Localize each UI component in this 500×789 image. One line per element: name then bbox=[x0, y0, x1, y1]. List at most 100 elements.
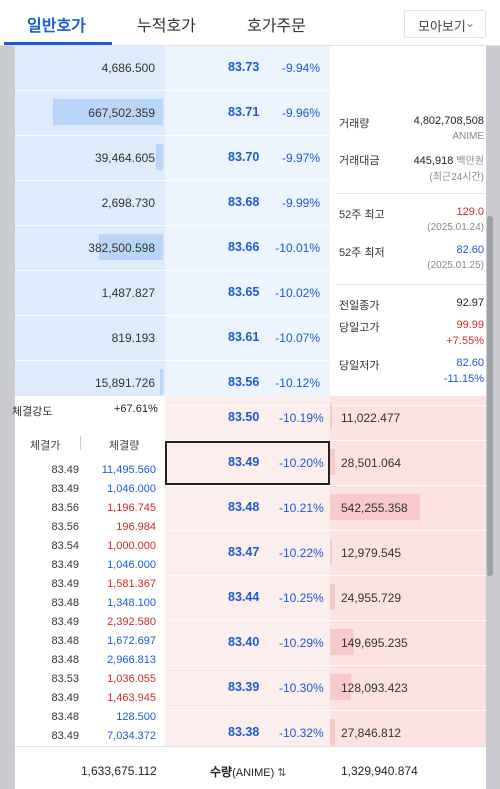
ask-row[interactable]: 667,502.359 83.71 -9.96% bbox=[15, 91, 330, 136]
bid-row[interactable]: 83.50 -10.19% 11,022.477 bbox=[165, 396, 486, 441]
row-divider bbox=[165, 530, 486, 531]
row-divider bbox=[165, 710, 486, 711]
ask-price: 83.56 bbox=[228, 375, 260, 389]
ask-quantity-bar bbox=[53, 99, 163, 125]
bid-price: 83.40 bbox=[228, 635, 260, 649]
bid-row[interactable]: 83.38 -10.32% 27,846.812 bbox=[165, 711, 486, 756]
bid-row[interactable]: 83.40 -10.29% 149,695.235 bbox=[165, 621, 486, 666]
orderbook-tabs: 일반호가 누적호가 호가주문 모아보기 ⌄ bbox=[0, 0, 500, 46]
day-high-value: 99.99 bbox=[456, 319, 484, 331]
quantity-unit-toggle[interactable]: 수량(ANIME) ⇅ bbox=[210, 763, 286, 780]
bid-quantity: 24,955.729 bbox=[341, 591, 402, 605]
trade-price: 83.49 bbox=[51, 692, 79, 704]
tab-order-entry[interactable]: 호가주문 bbox=[247, 18, 306, 35]
ask-quantity-bar bbox=[99, 234, 163, 260]
trade-price: 83.48 bbox=[51, 597, 79, 609]
day-high-pct: +7.55% bbox=[446, 335, 484, 347]
ask-price: 83.73 bbox=[228, 60, 260, 74]
bid-quantity-bar bbox=[330, 584, 335, 610]
bid-change-percent: -10.22% bbox=[279, 546, 324, 560]
trade-price: 83.48 bbox=[51, 711, 79, 723]
ask-change-percent: -9.97% bbox=[281, 151, 320, 165]
ask-row[interactable]: 15,891.726 83.56 -10.12% bbox=[15, 361, 330, 406]
trade-history-panel bbox=[15, 396, 165, 746]
low52-label: 52주 최저 bbox=[339, 247, 385, 259]
ask-price-column bbox=[165, 46, 330, 396]
trade-volume: 1,046.000 bbox=[107, 483, 156, 495]
row-divider bbox=[165, 440, 486, 441]
row-divider bbox=[15, 225, 486, 226]
bid-row[interactable]: 83.47 -10.22% 12,979.545 bbox=[165, 531, 486, 576]
ask-row[interactable]: 4,686.500 83.73 -9.94% bbox=[15, 46, 330, 91]
ask-change-percent: -9.99% bbox=[281, 196, 320, 210]
trade-price: 83.48 bbox=[51, 635, 79, 647]
ask-change-percent: -9.96% bbox=[281, 106, 320, 120]
bid-quantity: 12,979.545 bbox=[341, 546, 402, 560]
trade-price: 83.56 bbox=[51, 502, 79, 514]
low52-date: (2025.01.25) bbox=[427, 260, 484, 271]
bid-quantity: 542,255.358 bbox=[341, 501, 408, 515]
tab-cumulative-orderbook[interactable]: 누적호가 bbox=[137, 18, 196, 35]
bid-row[interactable]: 83.39 -10.30% 128,093.423 bbox=[165, 666, 486, 711]
bid-row[interactable]: 83.48 -10.21% 542,255.358 bbox=[165, 486, 486, 531]
amount-number: 445,918 bbox=[413, 155, 454, 167]
row-divider bbox=[165, 620, 486, 621]
bid-quantity: 149,695.235 bbox=[341, 636, 408, 650]
bid-price: 83.47 bbox=[228, 545, 260, 559]
bid-change-percent: -10.19% bbox=[279, 411, 324, 425]
bid-row[interactable]: 83.49 -10.20% 28,501.064 bbox=[165, 441, 486, 486]
bid-quantity: 27,846.812 bbox=[341, 726, 402, 740]
ask-change-percent: -10.01% bbox=[275, 241, 320, 255]
info-divider bbox=[336, 284, 486, 285]
bid-change-percent: -10.29% bbox=[279, 636, 324, 650]
trade-price: 83.56 bbox=[51, 521, 79, 533]
bid-row[interactable]: 83.44 -10.25% 24,955.729 bbox=[165, 576, 486, 621]
amount-unit: 백만원 bbox=[456, 156, 484, 167]
view-mode-select[interactable]: 모아보기 ⌄ bbox=[404, 10, 486, 38]
day-low-pct: -11.15% bbox=[443, 373, 484, 385]
ask-row[interactable]: 819.193 83.61 -10.07% bbox=[15, 316, 330, 361]
row-divider bbox=[15, 270, 486, 271]
orderbook-footer: 1,633,675.112 수량(ANIME) ⇅ 1,329,940.874 bbox=[15, 746, 486, 789]
ask-price: 83.65 bbox=[228, 285, 260, 299]
trade-price: 83.49 bbox=[51, 483, 79, 495]
ask-row[interactable]: 39,464.605 83.70 -9.97% bbox=[15, 136, 330, 181]
trade-volume: 2,966.813 bbox=[107, 654, 156, 666]
day-low-label: 당일저가 bbox=[339, 360, 380, 372]
ask-quantity-bar bbox=[160, 369, 163, 395]
swap-icon: ⇅ bbox=[277, 767, 287, 779]
bid-price: 83.50 bbox=[228, 410, 260, 424]
bid-quantity-bar bbox=[330, 674, 351, 700]
row-divider bbox=[15, 315, 486, 316]
ask-row[interactable]: 382,500.598 83.66 -10.01% bbox=[15, 226, 330, 271]
ask-row[interactable]: 2,698.730 83.68 -9.99% bbox=[15, 181, 330, 226]
ask-row[interactable]: 1,487.827 83.65 -10.02% bbox=[15, 271, 330, 316]
trade-price: 83.49 bbox=[51, 730, 79, 742]
bid-price: 83.48 bbox=[228, 500, 260, 514]
trade-volume: 1,672.697 bbox=[107, 635, 156, 647]
bid-quantity-bar bbox=[330, 449, 335, 475]
low52-value: 82.60 bbox=[456, 244, 484, 256]
ask-change-percent: -10.12% bbox=[275, 376, 320, 390]
bid-total-quantity: 1,329,940.874 bbox=[341, 764, 418, 778]
bid-quantity-bar bbox=[330, 494, 420, 520]
bid-change-percent: -10.20% bbox=[279, 456, 324, 470]
trade-price: 83.49 bbox=[51, 616, 79, 628]
market-info-panel bbox=[330, 46, 486, 396]
tab-normal-orderbook[interactable]: 일반호가 bbox=[27, 18, 86, 35]
bid-change-percent: -10.25% bbox=[279, 591, 324, 605]
trade-volume: 1,463.945 bbox=[107, 692, 156, 704]
ask-quantity: 1,487.827 bbox=[101, 286, 155, 300]
ask-quantity: 15,891.726 bbox=[94, 376, 155, 390]
ask-total-quantity: 1,633,675.112 bbox=[81, 764, 157, 778]
scrollbar-thumb[interactable] bbox=[487, 216, 493, 576]
trade-price: 83.48 bbox=[51, 654, 79, 666]
quantity-label: 수량 bbox=[210, 765, 233, 779]
header-separator bbox=[80, 436, 81, 450]
volume-value: 4,802,708,508 bbox=[413, 115, 484, 127]
ask-quantity: 2,698.730 bbox=[101, 196, 155, 210]
ask-price: 83.70 bbox=[228, 150, 260, 164]
bid-price: 83.39 bbox=[228, 680, 260, 694]
bid-quantity-column bbox=[330, 396, 486, 746]
